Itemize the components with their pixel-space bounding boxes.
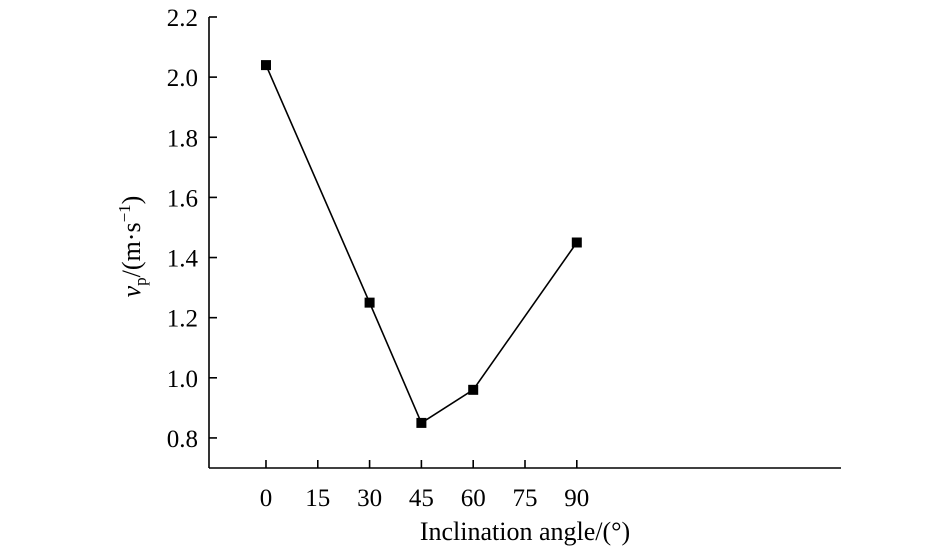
x-tick-label: 90 [564, 485, 589, 512]
y-tick-label: 2.0 [167, 65, 198, 92]
y-axis-ticks: 0.8 1.0 1.2 1.4 1.6 1.8 2.0 2.2 [167, 5, 217, 453]
y-axis-unit-close: ) [117, 196, 146, 205]
data-series [260, 60, 582, 428]
x-tick-label: 75 [513, 485, 538, 512]
data-point-marker [416, 417, 427, 428]
x-tick-label: 15 [305, 485, 330, 512]
x-axis-title: Inclination angle/(°) [420, 517, 630, 546]
y-tick-label: 1.2 [167, 306, 198, 333]
y-axis-unit: /(m·s [117, 222, 146, 277]
y-axis-variable: v [117, 285, 146, 297]
axes [208, 17, 841, 469]
data-point-marker [468, 384, 479, 395]
y-tick-label: 2.2 [167, 5, 198, 32]
data-point-marker [364, 297, 375, 308]
x-axis-ticks: 0 15 30 45 60 75 90 [260, 460, 589, 512]
y-tick-label: 0.8 [167, 426, 198, 453]
x-tick-label: 30 [357, 485, 382, 512]
y-axis-subscript: p [131, 277, 150, 286]
data-point-marker [260, 60, 271, 71]
y-tick-label: 1.8 [167, 125, 198, 152]
data-point-marker [571, 237, 582, 248]
y-tick-label: 1.6 [167, 185, 198, 212]
y-axis-title: vp/(m·s−1) [115, 196, 150, 298]
x-tick-label: 45 [409, 485, 434, 512]
x-tick-label: 0 [260, 485, 273, 512]
y-tick-label: 1.4 [167, 246, 199, 273]
y-tick-label: 1.0 [167, 366, 198, 393]
series-line [265, 64, 578, 425]
y-axis-unit-exponent: −1 [115, 204, 134, 222]
x-tick-label: 60 [461, 485, 486, 512]
